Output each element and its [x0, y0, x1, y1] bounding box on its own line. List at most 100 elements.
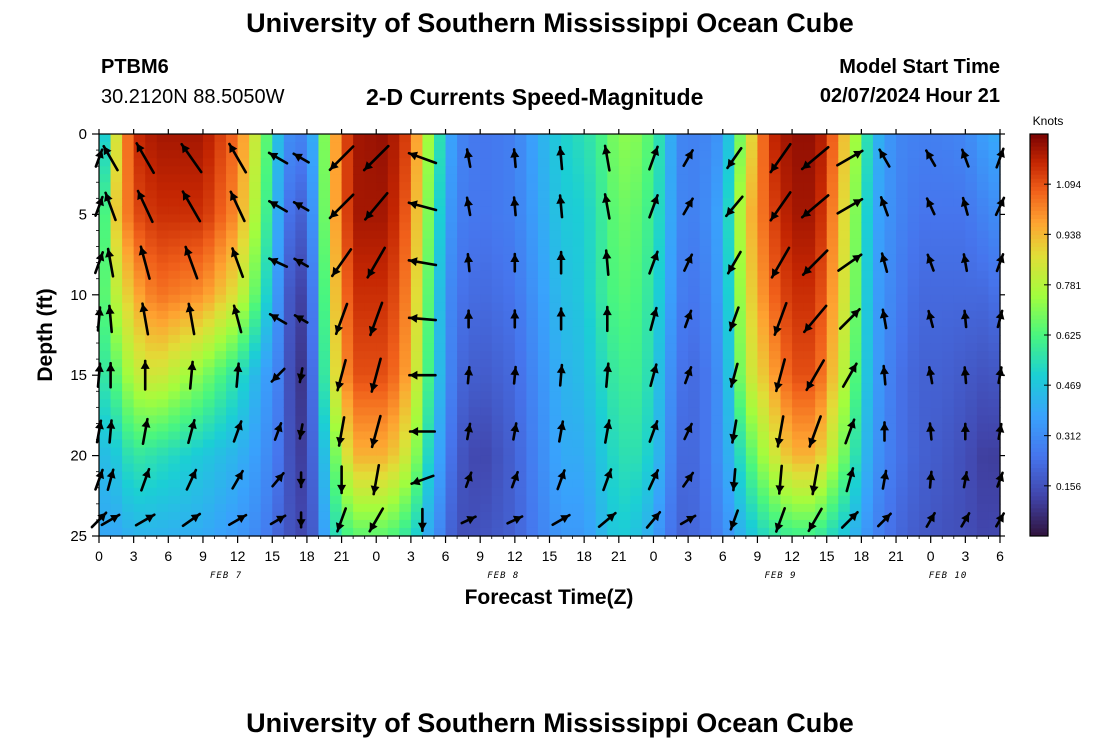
heatmap-cell: [595, 166, 608, 175]
heatmap-cell: [457, 238, 470, 248]
current-arrow: [293, 314, 309, 324]
heatmap-cell: [815, 142, 828, 151]
heatmap-cell: [976, 230, 990, 240]
heatmap-cell: [618, 471, 631, 481]
heatmap-cell: [306, 423, 320, 433]
heatmap-cell: [653, 318, 666, 328]
heatmap-cell: [99, 343, 112, 352]
heatmap-cell: [676, 439, 689, 449]
heatmap-cell: [815, 407, 828, 416]
heatmap-cell: [330, 262, 343, 272]
heatmap-cell: [226, 206, 239, 215]
heatmap-cell: [353, 326, 366, 336]
heatmap-cell: [595, 286, 608, 296]
heatmap-cell: [214, 182, 227, 191]
heatmap-cell: [549, 447, 562, 457]
heatmap-cell: [122, 455, 135, 465]
heatmap-cell: [330, 447, 343, 457]
heatmap-cell: [341, 302, 354, 312]
footer-title: University of Southern Mississippi Ocean…: [246, 708, 854, 738]
heatmap-cell: [480, 519, 493, 529]
heatmap-cell: [792, 174, 805, 183]
heatmap-cell: [260, 431, 273, 441]
heatmap-cell: [896, 463, 909, 473]
heatmap-cell: [734, 439, 747, 449]
heatmap-cell: [249, 174, 262, 183]
heatmap-cell: [676, 471, 689, 481]
heatmap-cell: [896, 198, 909, 207]
heatmap-cell: [919, 519, 932, 529]
heatmap-cell: [468, 335, 481, 344]
heatmap-cell: [872, 423, 886, 433]
heatmap-cell: [815, 383, 828, 392]
heatmap-cell: [295, 302, 308, 312]
heatmap-cell: [410, 471, 424, 481]
heatmap-cell: [168, 447, 181, 457]
heatmap-cell: [988, 527, 1001, 537]
heatmap-cell: [457, 335, 470, 344]
heatmap-cell: [953, 198, 966, 207]
current-arrow: [960, 512, 971, 528]
heatmap-cell: [514, 150, 527, 159]
heatmap-cell: [526, 511, 539, 521]
heatmap-cell: [919, 246, 932, 256]
heatmap-cell: [353, 423, 366, 433]
heatmap-cell: [376, 150, 389, 159]
heatmap-cell: [399, 391, 412, 400]
heatmap-cell: [988, 142, 1001, 151]
colorbar-segment: [1030, 531, 1048, 537]
heatmap-cell: [237, 335, 250, 344]
heatmap-cell: [226, 479, 239, 489]
heatmap-cell: [133, 511, 146, 521]
heatmap-cell: [561, 471, 574, 481]
heatmap-cell: [214, 367, 227, 376]
heatmap-cell: [676, 214, 689, 224]
heatmap-cell: [260, 511, 273, 521]
heatmap-cell: [168, 415, 181, 425]
heatmap-cell: [283, 142, 296, 151]
colorbar-segment: [1030, 198, 1048, 203]
heatmap-cell: [653, 246, 666, 256]
heatmap-cell: [745, 495, 759, 505]
heatmap-cell: [838, 198, 851, 207]
heatmap-cell: [792, 310, 805, 320]
heatmap-cell: [630, 238, 643, 248]
heatmap-cell: [179, 262, 193, 272]
heatmap-cell: [930, 270, 943, 280]
heatmap-cell: [376, 455, 389, 465]
heatmap-cell: [503, 463, 516, 473]
heatmap-cell: [965, 335, 978, 344]
heatmap-cell: [341, 423, 354, 433]
heatmap-cell: [457, 278, 470, 288]
heatmap-cell: [711, 351, 724, 360]
heatmap-cell: [387, 495, 400, 505]
heatmap-cell: [445, 310, 458, 320]
heatmap-cell: [179, 479, 193, 489]
heatmap-cell: [953, 471, 966, 481]
heatmap-cell: [561, 158, 574, 167]
heatmap-cell: [364, 343, 377, 352]
heatmap-cell: [803, 431, 816, 441]
heatmap-cell: [641, 343, 655, 352]
heatmap-cell: [792, 399, 805, 408]
heatmap-cell: [711, 487, 724, 497]
heatmap-cell: [688, 198, 701, 207]
heatmap-cell: [376, 318, 389, 328]
heatmap-cell: [803, 407, 816, 416]
heatmap-cell: [318, 246, 331, 256]
heatmap-cell: [757, 198, 770, 207]
heatmap-cell: [376, 174, 389, 183]
heatmap-cell: [122, 527, 135, 537]
heatmap-cell: [942, 262, 955, 272]
heatmap-cell: [468, 190, 481, 199]
colorbar-segment: [1030, 218, 1048, 223]
heatmap-cell: [468, 134, 481, 143]
heatmap-cell: [572, 423, 585, 433]
heatmap-cell: [572, 455, 585, 465]
heatmap-cell: [445, 527, 458, 537]
heatmap-cell: [965, 190, 978, 199]
heatmap-cell: [965, 343, 978, 352]
heatmap-cell: [965, 142, 978, 151]
heatmap-cell: [156, 431, 169, 441]
colorbar-segment: [1030, 503, 1048, 509]
